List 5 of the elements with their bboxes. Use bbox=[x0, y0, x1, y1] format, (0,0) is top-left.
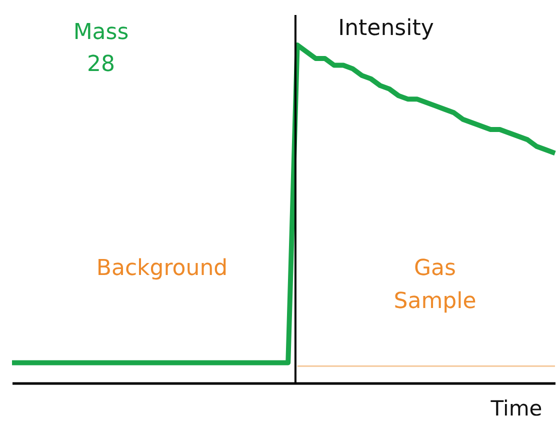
y-axis-title: Intensity bbox=[338, 16, 434, 41]
annotation: Gas Sample bbox=[394, 256, 476, 314]
annotation: Background bbox=[96, 256, 228, 281]
x-axis-title: Time bbox=[490, 396, 542, 420]
text: Mass 28 bbox=[73, 20, 129, 77]
